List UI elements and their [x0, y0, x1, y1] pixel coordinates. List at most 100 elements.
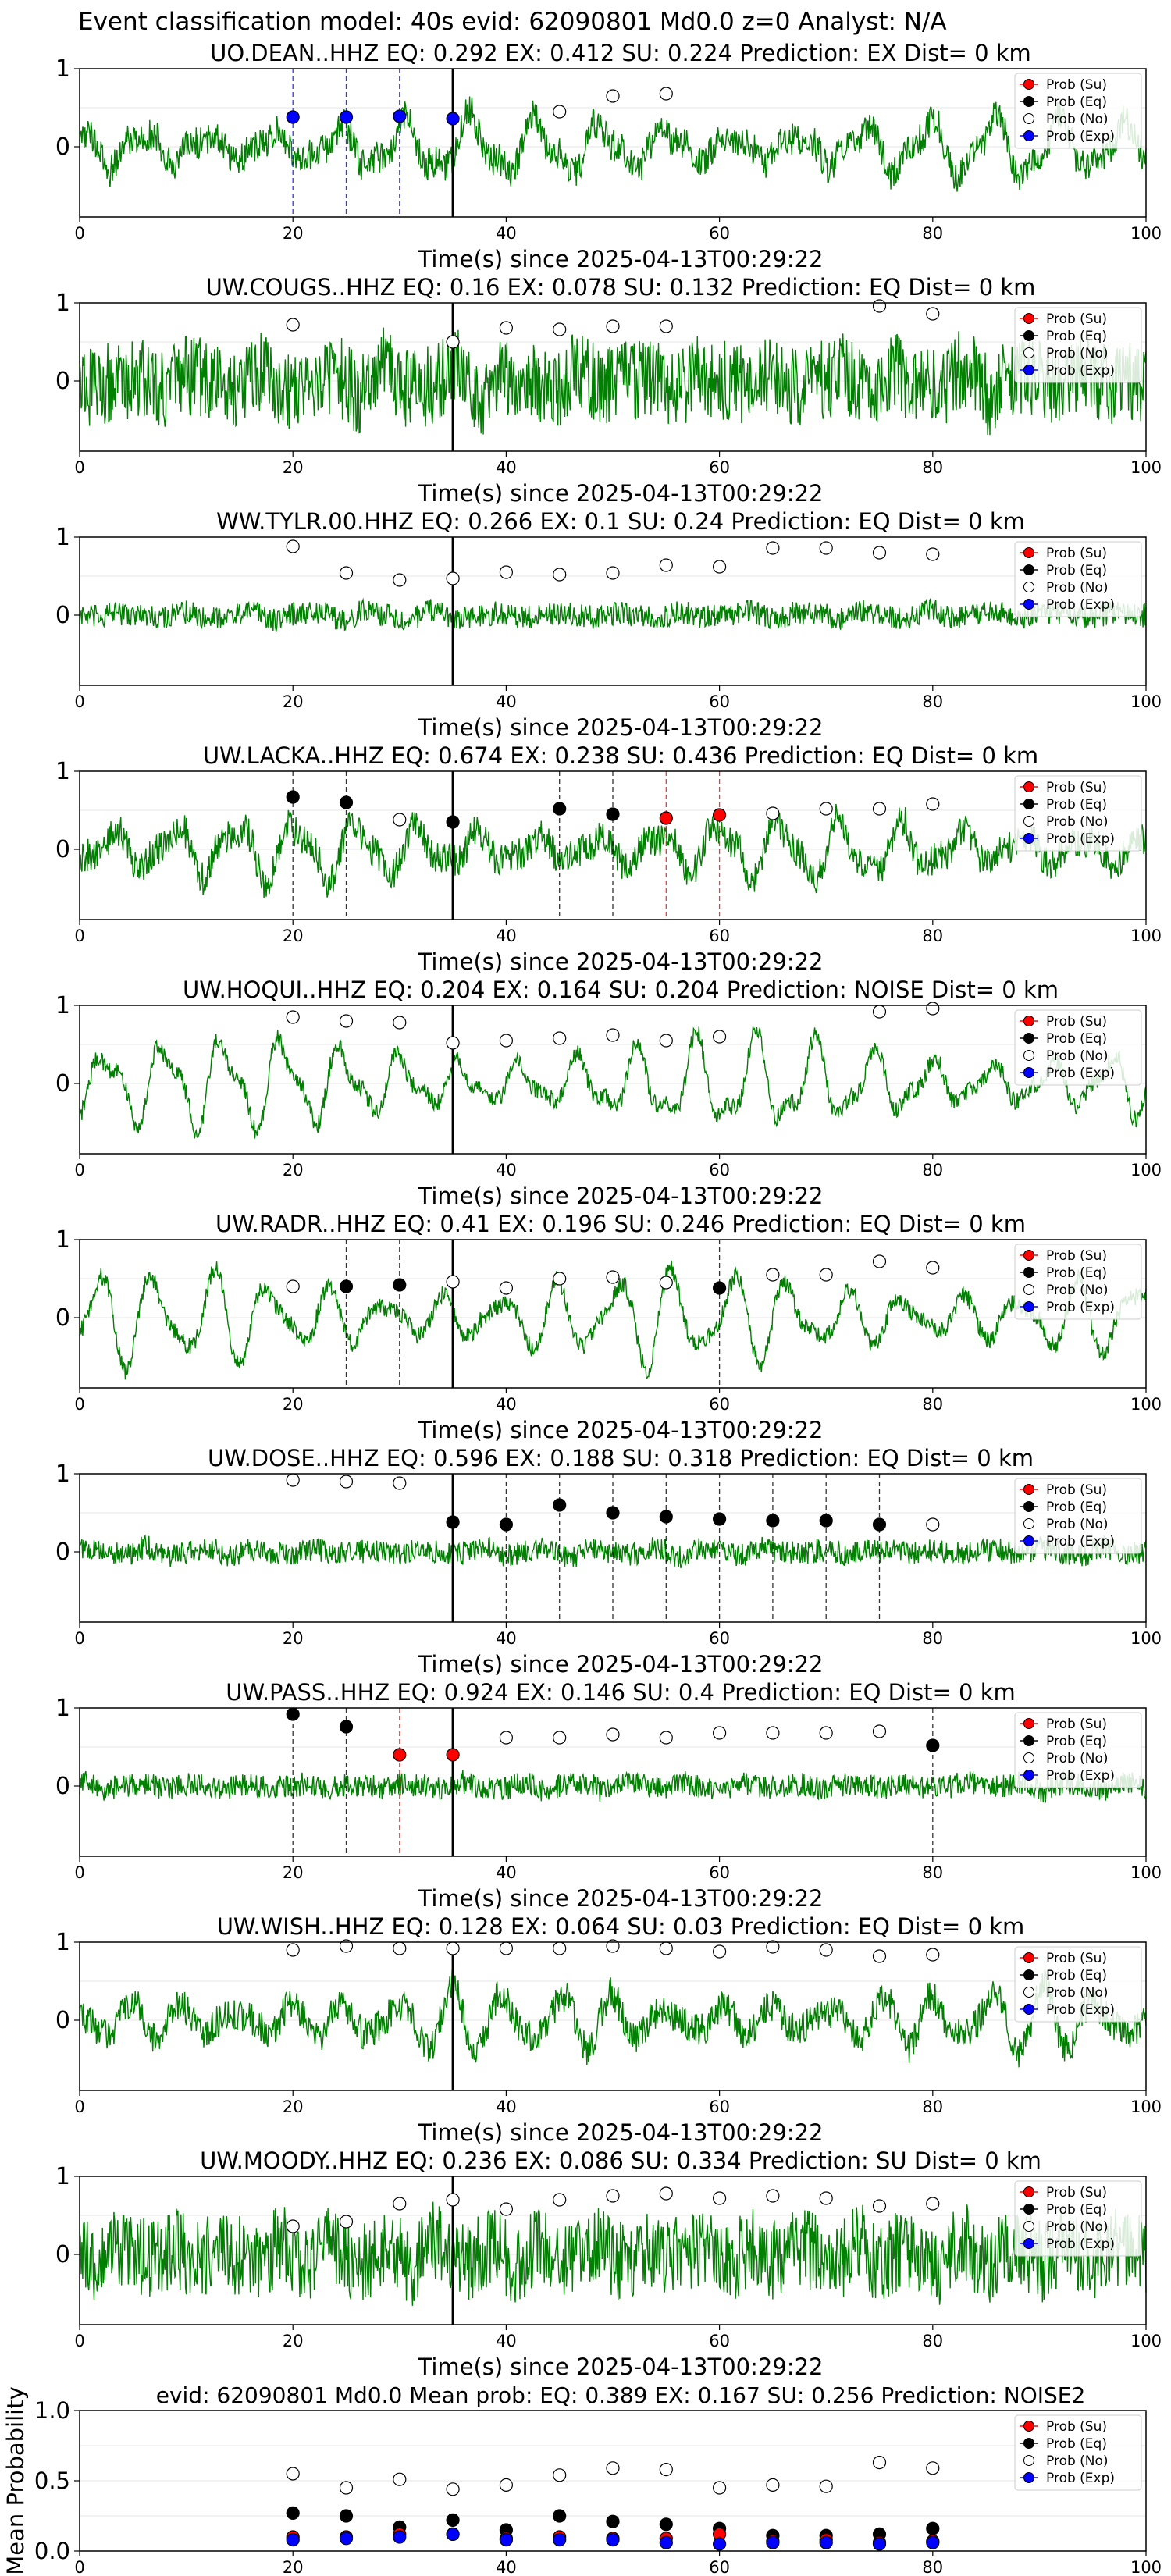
prob-marker-no: [499, 1941, 514, 1955]
x-tick-label: 20: [283, 2097, 304, 2116]
prob-marker-no: [339, 566, 354, 580]
mean-marker-eq: [926, 2521, 940, 2535]
prob-marker-eq: [712, 1512, 727, 1526]
legend-label-exp: Prob (Exp): [1046, 1534, 1115, 1550]
x-tick-label: 60: [709, 1863, 730, 1882]
mean-marker-exp: [446, 2527, 460, 2541]
prob-marker-no: [872, 299, 887, 313]
legend-marker-su: [1023, 1250, 1034, 1261]
x-tick-label: 0: [74, 2558, 84, 2576]
x-tick-label: 0: [74, 224, 84, 243]
legend-label-eq: Prob (Eq): [1046, 1500, 1107, 1515]
x-tick-label: 100: [1130, 2332, 1162, 2350]
x-axis-label: Time(s) since 2025-04-13T00:29:22: [418, 246, 824, 272]
y-tick-label: 1: [55, 290, 70, 317]
mean-marker-no: [499, 2478, 514, 2492]
x-tick-label: 0: [74, 2097, 84, 2116]
prob-marker-no: [393, 573, 407, 587]
prob-marker-no: [499, 1731, 514, 1745]
legend: Prob (Su)Prob (Eq)Prob (No)Prob (Exp): [1014, 1712, 1142, 1788]
prob-marker-no: [606, 566, 620, 580]
mean-marker-no: [446, 2482, 460, 2496]
prob-marker-no: [872, 2199, 887, 2213]
y-tick-label: 1: [55, 758, 70, 785]
prob-marker-eq: [606, 1506, 620, 1520]
legend-box: [1014, 1712, 1142, 1788]
prob-marker-no: [872, 546, 887, 560]
prob-marker-eq: [499, 1517, 514, 1532]
legend-marker-eq: [1023, 1267, 1034, 1278]
legend-marker-eq: [1023, 564, 1034, 575]
prob-marker-no: [926, 2197, 940, 2211]
x-axis-label: Time(s) since 2025-04-13T00:29:22: [418, 1417, 824, 1443]
legend-label-eq: Prob (Eq): [1046, 1031, 1107, 1047]
prob-marker-no: [553, 2193, 567, 2207]
legend-label-no: Prob (No): [1046, 1048, 1109, 1064]
x-tick-label: 60: [709, 224, 730, 243]
station-panel: 10: [55, 1929, 1147, 2091]
x-tick-label: 20: [283, 927, 304, 945]
legend-marker-su: [1023, 2186, 1034, 2197]
prob-marker-no: [553, 1731, 567, 1745]
waveform-trace: [79, 1260, 1147, 1380]
prob-marker-eq: [339, 1720, 354, 1734]
prob-marker-no: [926, 307, 940, 321]
legend-label-su: Prob (Su): [1046, 1248, 1107, 1264]
x-tick-label: 20: [283, 1863, 304, 1882]
legend-marker-su: [1023, 1952, 1034, 1963]
y-tick-label: 1: [55, 55, 70, 83]
prob-marker-no: [872, 802, 887, 816]
legend-marker-no: [1023, 1518, 1034, 1529]
legend-box: [1014, 1946, 1142, 2023]
legend-label-su: Prob (Su): [1046, 2185, 1107, 2201]
prob-marker-no: [712, 560, 727, 574]
legend-box: [1014, 1244, 1142, 1320]
legend-label-no: Prob (No): [1046, 112, 1109, 127]
x-axis-label: Time(s) since 2025-04-13T00:29:22: [418, 2119, 824, 2146]
x-tick-label: 40: [496, 2332, 517, 2350]
prob-marker-no: [606, 89, 620, 103]
axes-frame: [79, 536, 1147, 686]
prob-marker-no: [553, 105, 567, 119]
legend-label-eq: Prob (Eq): [1046, 2436, 1107, 2452]
axes-frame: [79, 770, 1147, 920]
prob-marker-no: [446, 571, 460, 585]
legend-label-exp: Prob (Exp): [1046, 2002, 1115, 2018]
prob-marker-no: [872, 1254, 887, 1268]
panel-title: WW.TYLR.00.HHZ EQ: 0.266 EX: 0.1 SU: 0.2…: [216, 508, 1025, 535]
prob-marker-eq: [659, 1510, 673, 1524]
legend: Prob (Su)Prob (Eq)Prob (No)Prob (Exp): [1014, 1009, 1142, 1086]
prob-marker-no: [393, 2197, 407, 2211]
x-axis-label: Time(s) since 2025-04-13T00:29:22: [418, 1885, 824, 1912]
legend-label-su: Prob (Su): [1046, 1717, 1107, 1732]
x-tick-label: 60: [709, 458, 730, 477]
legend-marker-su: [1023, 781, 1034, 792]
x-axis-label: Time(s) since 2025-04-13T00:29:22: [418, 948, 824, 975]
prob-marker-no: [553, 1031, 567, 1045]
legend-label-exp: Prob (Exp): [1046, 1300, 1115, 1315]
mean-marker-no: [659, 2463, 673, 2477]
legend-marker-eq: [1023, 2204, 1034, 2215]
mean-marker-exp: [393, 2530, 407, 2544]
prob-marker-no: [393, 1476, 407, 1490]
legend-marker-exp: [1023, 1067, 1034, 1078]
legend-marker-no: [1023, 1050, 1034, 1061]
prob-marker-no: [606, 1939, 620, 1953]
prob-marker-no: [606, 319, 620, 333]
legend-marker-eq: [1023, 2438, 1034, 2449]
mean-marker-no: [872, 2456, 887, 2470]
legend-marker-exp: [1023, 130, 1034, 141]
x-tick-label: 40: [496, 2097, 517, 2116]
panel-title: UW.HOQUI..HHZ EQ: 0.204 EX: 0.164 SU: 0.…: [183, 977, 1059, 1003]
legend-label-su: Prob (Su): [1046, 780, 1107, 795]
x-tick-label: 100: [1130, 1629, 1162, 1648]
x-tick-label: 40: [496, 1395, 517, 1414]
mean-marker-no: [286, 2467, 300, 2481]
x-tick-label: 80: [922, 2332, 943, 2350]
mean-marker-exp: [553, 2533, 567, 2547]
prob-marker-no: [766, 541, 780, 555]
x-tick-label: 20: [283, 1629, 304, 1648]
prob-marker-eq: [819, 1514, 833, 1528]
prob-marker-no: [286, 1010, 300, 1024]
legend: Prob (Su)Prob (Eq)Prob (No)Prob (Exp): [1014, 1946, 1142, 2023]
